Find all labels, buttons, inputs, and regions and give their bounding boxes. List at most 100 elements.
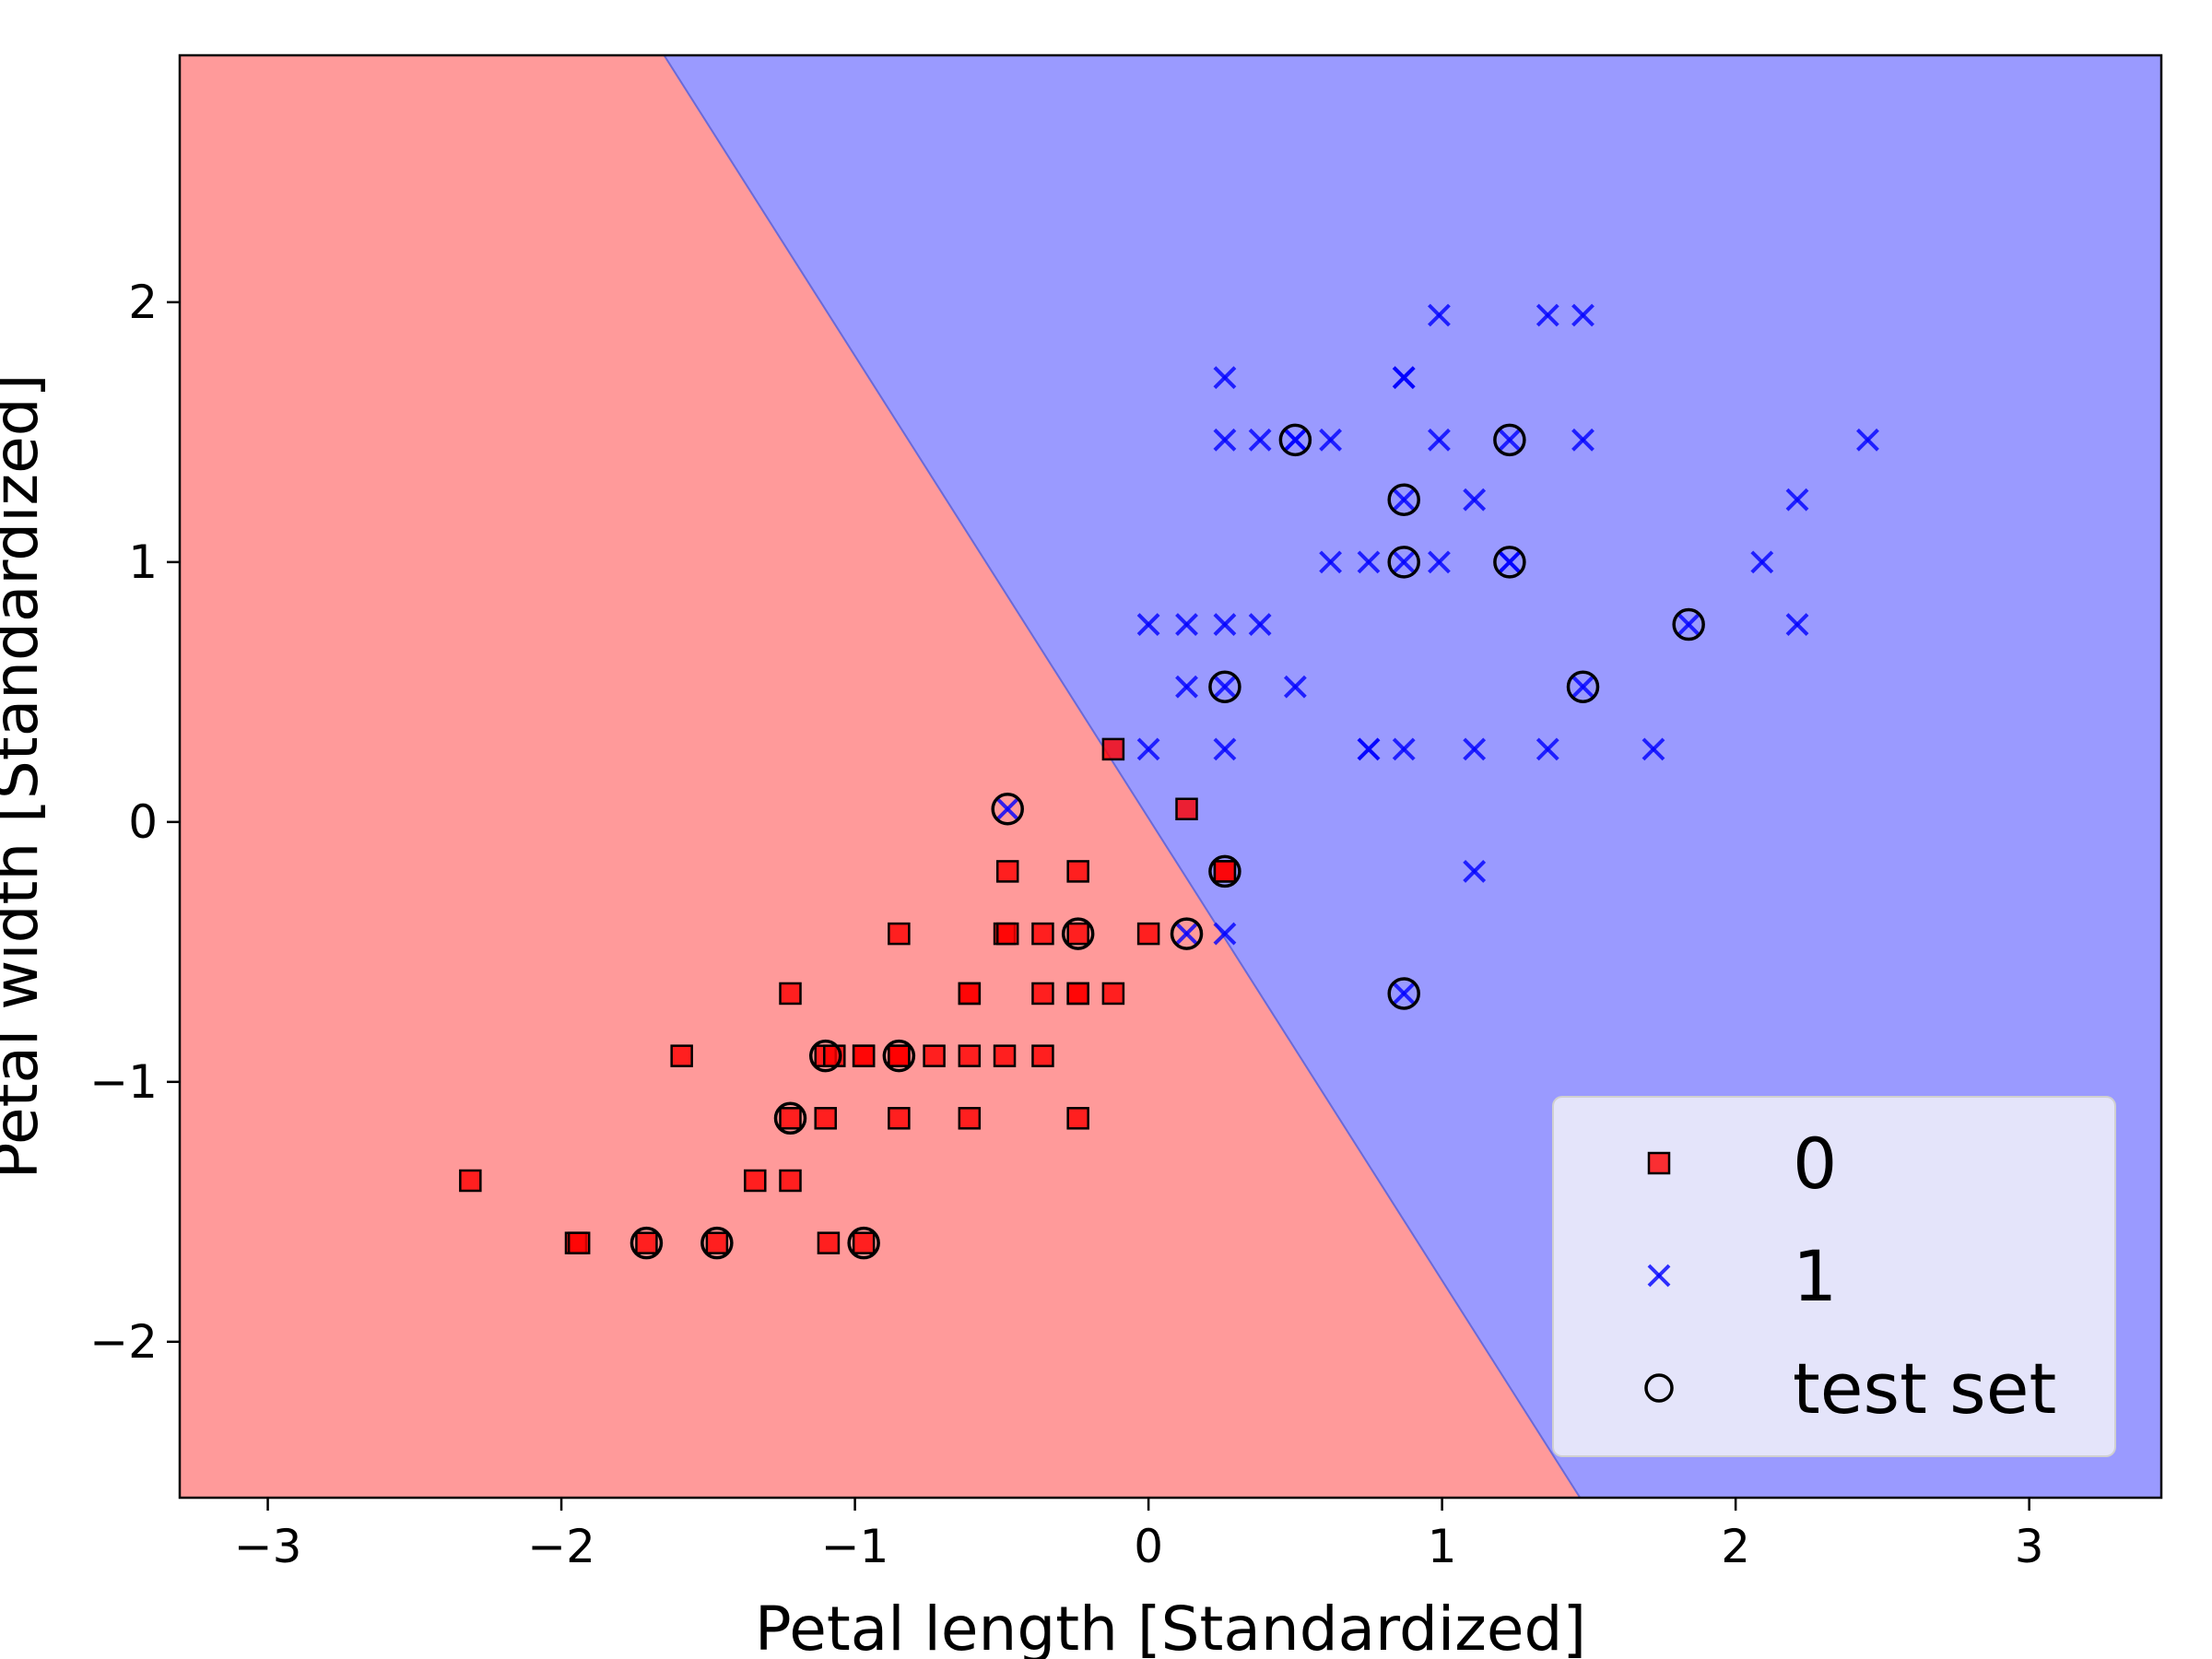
data-point (1498, 550, 1522, 574)
data-point (1208, 670, 1241, 703)
series-1 (995, 303, 1879, 1006)
data-point (993, 1044, 1017, 1067)
legend-entry: test set (1644, 1347, 2056, 1430)
data-point (817, 1231, 841, 1254)
data-point (995, 797, 1019, 821)
data-point (635, 1231, 658, 1254)
data-point (1641, 737, 1665, 761)
data-point (1571, 303, 1594, 327)
data-point (1392, 488, 1416, 512)
data-point (1066, 1107, 1089, 1130)
data-point (808, 1039, 842, 1073)
data-point (814, 1107, 837, 1130)
data-point (852, 1044, 876, 1067)
legend-entry: 0 (1647, 1123, 1837, 1205)
data-point (1428, 428, 1451, 452)
data-point (1571, 675, 1594, 699)
data-point (1566, 670, 1600, 703)
data-point (888, 1107, 911, 1130)
data-point (1101, 982, 1125, 1006)
x-tick-label: −3 (234, 1520, 302, 1573)
data-point (670, 1044, 693, 1067)
data-point (1672, 607, 1705, 641)
data-point (847, 1226, 880, 1260)
x-tick-label: 1 (1428, 1520, 1457, 1573)
x-tick-label: 3 (2015, 1520, 2044, 1573)
legend-marker (1647, 1151, 1671, 1175)
data-point (1493, 423, 1526, 457)
data-point (1248, 428, 1272, 452)
data-point (958, 982, 982, 1006)
legend-label: test set (1793, 1347, 2056, 1430)
decision-boundary-line (663, 55, 1582, 1498)
data-point (1535, 303, 1559, 327)
data-point (995, 860, 1019, 883)
data-point (1493, 546, 1526, 579)
data-point (459, 1169, 482, 1193)
legend-entry: 1 (1647, 1235, 1837, 1317)
y-tick-label: 1 (128, 535, 158, 589)
data-point (1066, 860, 1089, 883)
data-point (1031, 982, 1054, 1006)
data-point (1856, 428, 1879, 452)
data-point (958, 1107, 982, 1130)
y-tick-label: −2 (89, 1315, 158, 1369)
data-point (1213, 737, 1237, 761)
data-point (1208, 854, 1241, 888)
data-point (1213, 675, 1237, 699)
data-point (1101, 737, 1125, 761)
data-point (700, 1226, 734, 1260)
y-axis-label: Petal width [Standardized] (0, 374, 52, 1180)
legend-marker (1644, 1373, 1674, 1403)
data-point (1213, 428, 1237, 452)
data-point (1785, 613, 1809, 636)
data-point (1387, 546, 1420, 579)
data-point (882, 1039, 916, 1073)
data-point (1463, 860, 1487, 883)
x-tick-label: −1 (821, 1520, 889, 1573)
data-point (1213, 613, 1237, 636)
data-point (888, 922, 911, 946)
data-point (1278, 423, 1312, 457)
data-point (958, 1044, 982, 1067)
data-point (1387, 977, 1420, 1010)
legend-box (1552, 1096, 2116, 1457)
data-point (705, 1231, 729, 1254)
data-point (1283, 428, 1307, 452)
legend-label: 1 (1793, 1235, 1837, 1317)
data-point (1428, 550, 1451, 574)
decision-region-class-0 (180, 55, 1581, 1498)
data-point (1319, 550, 1343, 574)
data-point (1248, 613, 1272, 636)
data-point (1175, 613, 1198, 636)
data-point (779, 1107, 802, 1130)
data-point (1387, 483, 1420, 516)
y-tick-label: −1 (89, 1055, 158, 1109)
data-point (1175, 922, 1198, 946)
x-axis-label: Petal length [Standardized] (755, 1594, 1586, 1659)
legend-marker (1647, 1264, 1671, 1288)
data-point (1061, 917, 1095, 950)
data-point (1170, 917, 1204, 950)
data-point (852, 1231, 876, 1254)
data-point (923, 1044, 946, 1067)
data-point (1392, 366, 1416, 390)
data-point (779, 1169, 802, 1193)
data-point (888, 1044, 911, 1067)
x-tick-label: −2 (527, 1520, 595, 1573)
data-point (1136, 737, 1160, 761)
series-0 (459, 737, 1237, 1254)
markers-layer (459, 303, 1879, 1260)
data-point (1066, 922, 1089, 946)
data-point (1392, 550, 1416, 574)
y-tick-label: 0 (128, 795, 158, 849)
data-point (1498, 428, 1522, 452)
legend-label: 0 (1793, 1123, 1837, 1205)
data-point (744, 1169, 767, 1193)
legend: 0 1 test set (1552, 1096, 2116, 1457)
data-point (1066, 982, 1089, 1006)
data-point (773, 1101, 807, 1135)
data-point (1319, 428, 1343, 452)
data-point (1175, 797, 1198, 820)
x-axis-ticks: −3 −2 −1 0 1 2 3 (234, 1498, 2044, 1573)
